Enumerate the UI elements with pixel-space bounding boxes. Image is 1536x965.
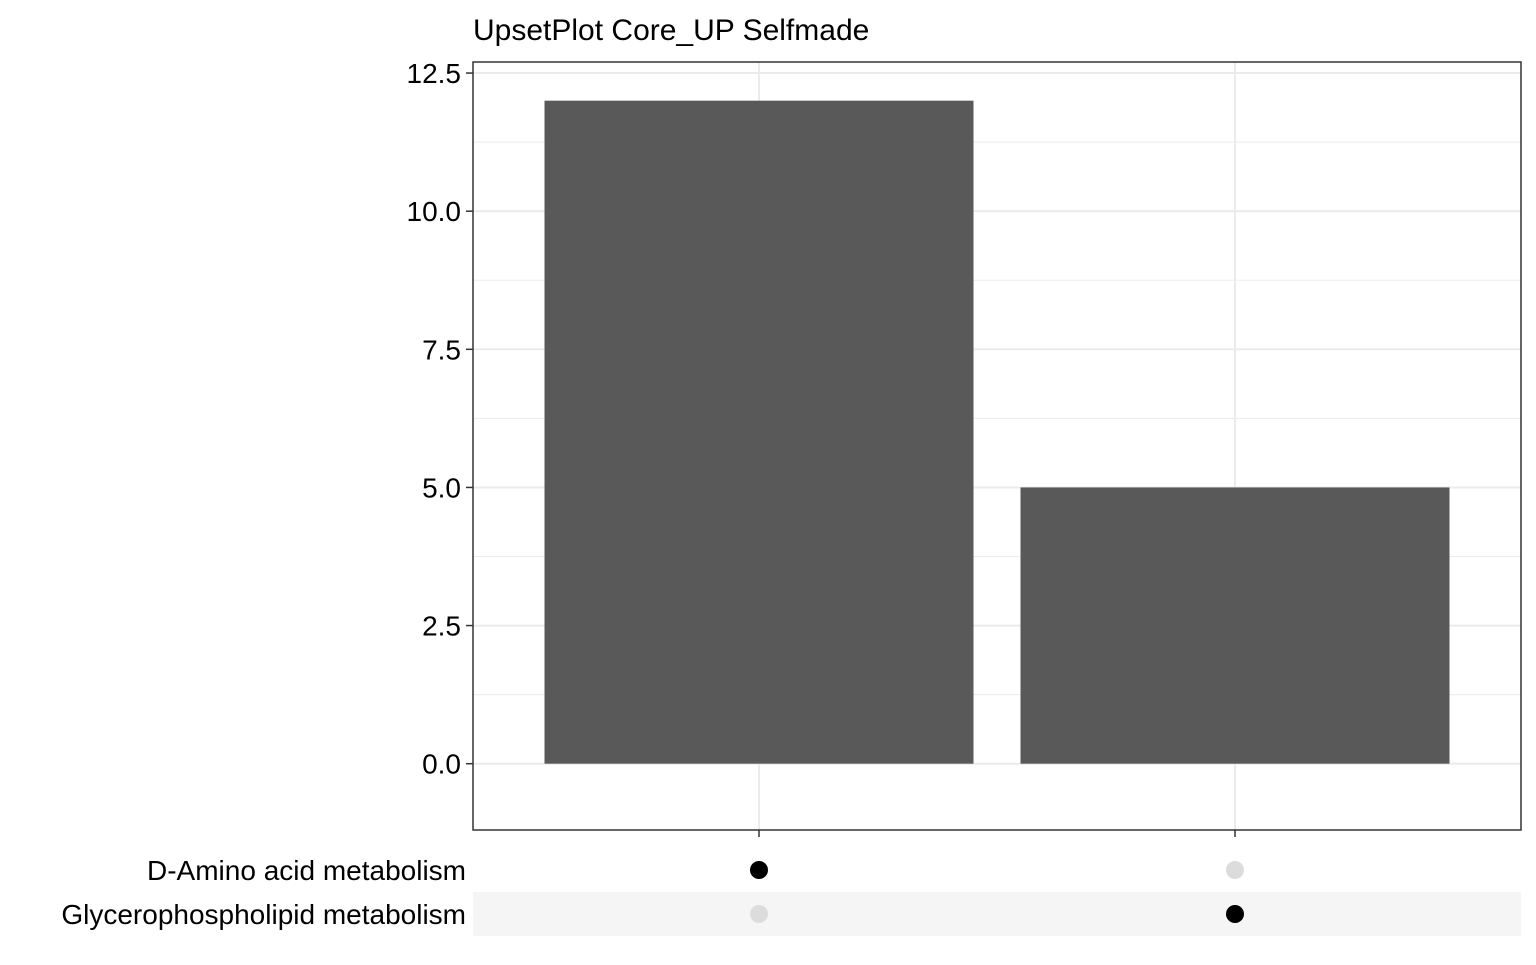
y-tick-label: 7.5 xyxy=(422,334,461,365)
bar-2 xyxy=(1020,487,1450,764)
matrix-dot-inactive xyxy=(750,905,768,923)
set-label: Glycerophospholipid metabolism xyxy=(61,899,466,930)
set-label: D-Amino acid metabolism xyxy=(147,855,466,886)
bar-1 xyxy=(544,100,974,764)
y-axis: 0.0 2.5 5.0 7.5 10.0 12.5 xyxy=(407,58,473,780)
y-tick-label: 10.0 xyxy=(407,196,462,227)
matrix-dot-active xyxy=(750,861,768,879)
chart-title: UpsetPlot Core_UP Selfmade xyxy=(473,14,869,47)
matrix-dot-active xyxy=(1226,905,1244,923)
intersection-matrix: D-Amino acid metabolism Glycerophospholip… xyxy=(61,855,1521,936)
matrix-row-stripe xyxy=(473,892,1521,936)
matrix-dot-inactive xyxy=(1226,861,1244,879)
y-tick-label: 12.5 xyxy=(407,58,462,89)
y-tick-label: 5.0 xyxy=(422,472,461,503)
bars-layer xyxy=(544,100,1450,764)
x-axis xyxy=(758,830,1236,837)
y-tick-label: 0.0 xyxy=(422,749,461,780)
y-tick-label: 2.5 xyxy=(422,611,461,642)
panel-border xyxy=(472,61,1522,831)
